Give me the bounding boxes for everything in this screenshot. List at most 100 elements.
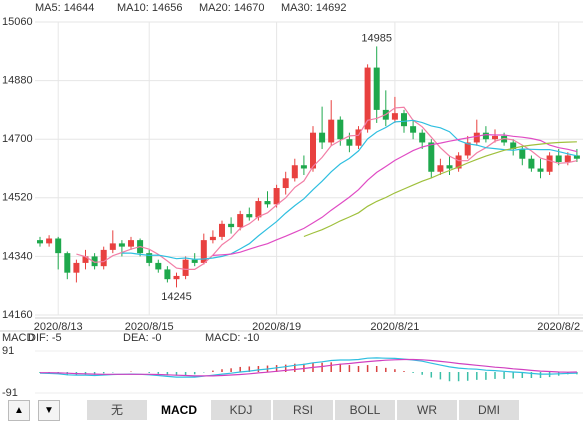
macd-bar — [284, 364, 287, 372]
candle-body — [73, 262, 80, 273]
legend-entry: MA20: 14670 — [199, 2, 264, 14]
macd-bar — [375, 366, 378, 372]
macd-bar — [303, 363, 305, 372]
high-label: 14985 — [361, 32, 392, 44]
candle-body — [528, 158, 535, 169]
ma-line — [121, 119, 578, 260]
macd-bar — [521, 372, 524, 378]
macd-bar — [457, 372, 460, 382]
candle-body — [291, 165, 298, 179]
candle-body — [237, 214, 244, 228]
macd-bar — [148, 372, 150, 373]
macd-bar — [439, 372, 442, 380]
candle-body — [64, 253, 71, 273]
candle-body — [564, 155, 571, 162]
y-tick-label: 14700 — [2, 133, 33, 145]
indicator-bar: ▲ ▼ 无 MACD KDJ RSI BOLL WR DMI — [0, 400, 583, 421]
candle-body — [573, 155, 580, 159]
candle-body — [492, 135, 498, 140]
indicator-tab[interactable]: MACD — [149, 400, 209, 420]
macd-bar — [494, 372, 496, 379]
x-tick-label: 2020/8/19 — [252, 321, 301, 333]
scroll-button[interactable]: ▲ — [8, 400, 30, 421]
candle-body — [319, 132, 326, 143]
macd-bar — [339, 363, 342, 372]
candle-body — [328, 119, 335, 143]
macd-bar — [330, 362, 332, 372]
candle-body — [118, 243, 125, 247]
indicator-tab[interactable]: DMI — [459, 400, 519, 420]
low-label: 14245 — [161, 291, 192, 303]
macd-bar — [430, 372, 433, 378]
macd-bar — [485, 372, 487, 380]
x-tick-label: 2020/8/15 — [125, 321, 174, 333]
y-tick-label: -91 — [2, 387, 18, 399]
legend-entry: MACD: -10 — [205, 332, 259, 344]
candle-body — [273, 188, 280, 205]
candle-body — [55, 238, 62, 254]
macd-bar — [357, 366, 360, 372]
macd-bar — [248, 366, 251, 372]
macd-bar — [212, 370, 214, 372]
macd-bar — [193, 372, 196, 375]
macd-bar — [412, 372, 414, 373]
indicator-tab[interactable]: BOLL — [335, 400, 395, 420]
macd-bar — [157, 372, 160, 374]
candle-body — [37, 240, 43, 244]
candle-body — [391, 113, 398, 120]
candle-body — [401, 113, 407, 127]
y-tick-label: 14520 — [2, 192, 33, 204]
macd-bar — [421, 372, 423, 375]
macd-line — [40, 358, 577, 377]
candle-body — [228, 223, 235, 228]
indicator-tab[interactable]: 无 — [87, 400, 147, 420]
macd-bar — [576, 372, 578, 375]
y-tick-label: 91 — [2, 345, 14, 357]
candle-body — [555, 155, 562, 162]
x-tick-label: 2020/8/13 — [34, 321, 83, 333]
macd-bar — [275, 365, 278, 372]
candle-body — [464, 142, 471, 156]
candle-body — [510, 142, 517, 149]
macd-bar — [503, 372, 505, 379]
x-tick-label: 2020/8/2 — [537, 321, 580, 333]
candle-body — [537, 168, 544, 172]
candle-body — [246, 214, 253, 218]
candle-body — [364, 67, 371, 130]
indicator-tab[interactable]: WR — [397, 400, 457, 420]
candle-body — [419, 132, 426, 143]
candle-body — [446, 165, 453, 169]
candle-body — [300, 165, 307, 169]
candle-body — [310, 132, 316, 169]
candle-body — [155, 262, 162, 270]
candle-body — [519, 148, 526, 159]
y-tick-label: 14340 — [2, 250, 33, 262]
ma-line — [76, 106, 578, 270]
indicator-tab[interactable]: KDJ — [211, 400, 271, 420]
candle-body — [473, 132, 480, 143]
candle-body — [82, 256, 89, 263]
macd-bar — [539, 372, 542, 378]
candle-body — [437, 165, 444, 172]
macd-bar — [102, 372, 105, 374]
candle-body — [546, 155, 553, 172]
macd-bar — [166, 372, 169, 376]
candle-body — [91, 256, 98, 267]
macd-bar — [466, 372, 469, 381]
candle-body — [46, 238, 53, 244]
candle-body — [200, 240, 207, 263]
macd-bar — [93, 372, 96, 375]
y-tick-label: 14160 — [2, 309, 33, 321]
candle-body — [255, 201, 262, 218]
macd-bar — [366, 365, 369, 372]
y-tick-label: 14880 — [2, 75, 33, 87]
candle-body — [182, 259, 189, 276]
macd-bar — [239, 366, 241, 372]
macd-bar — [221, 369, 223, 372]
candle-body — [146, 253, 153, 263]
scroll-button[interactable]: ▼ — [38, 400, 60, 421]
indicator-tab[interactable]: RSI — [273, 400, 333, 420]
panel-title: MACD — [2, 332, 34, 344]
candle-body — [501, 135, 508, 143]
candle-body — [455, 155, 462, 169]
